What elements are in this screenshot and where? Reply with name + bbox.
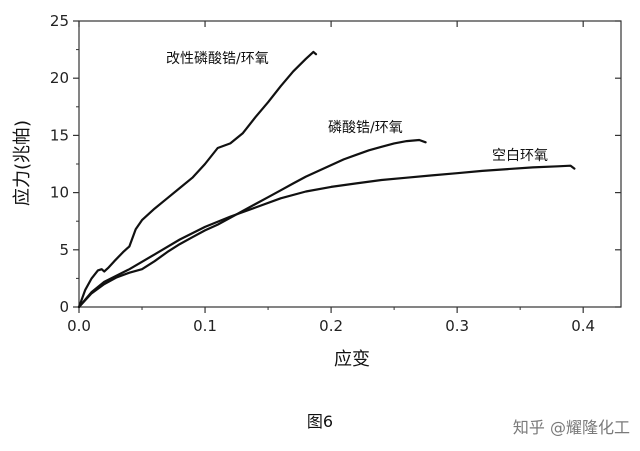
x-tick-label: 0.3: [445, 317, 469, 335]
y-tick-label: 20: [50, 69, 69, 87]
x-tick-label: 0.4: [571, 317, 595, 335]
x-tick-label: 0.0: [67, 317, 91, 335]
figure-caption: 图6: [306, 412, 334, 431]
series-label-zrp: 磷酸锆/环氧: [328, 120, 403, 136]
series-line-0: [77, 50, 318, 309]
plot-frame: [78, 20, 622, 308]
series-line-1: [77, 138, 427, 309]
x-tick-label: 0.2: [319, 317, 343, 335]
series-line-2: [77, 164, 576, 309]
y-tick-label: 5: [59, 241, 69, 259]
series-lines: [77, 50, 576, 309]
y-tick-label: 10: [50, 184, 69, 202]
y-axis-title: 应力(兆帕): [12, 120, 33, 206]
y-tick-label: 0: [59, 298, 69, 316]
y-tick-label: 15: [50, 126, 69, 144]
plot-area: [78, 20, 622, 308]
axes: 0.0 0.1 0.2 0.3 0.4 0 5 10 15 20 25: [50, 12, 621, 335]
x-tick-label: 0.1: [193, 317, 217, 335]
x-axis-title: 应变: [334, 349, 370, 370]
series-label-modified: 改性磷酸锆/环氧: [166, 51, 269, 67]
series-label-blank: 空白环氧: [492, 148, 548, 164]
watermark: 知乎 @耀隆化工: [512, 418, 630, 437]
y-tick-label: 25: [50, 12, 69, 30]
